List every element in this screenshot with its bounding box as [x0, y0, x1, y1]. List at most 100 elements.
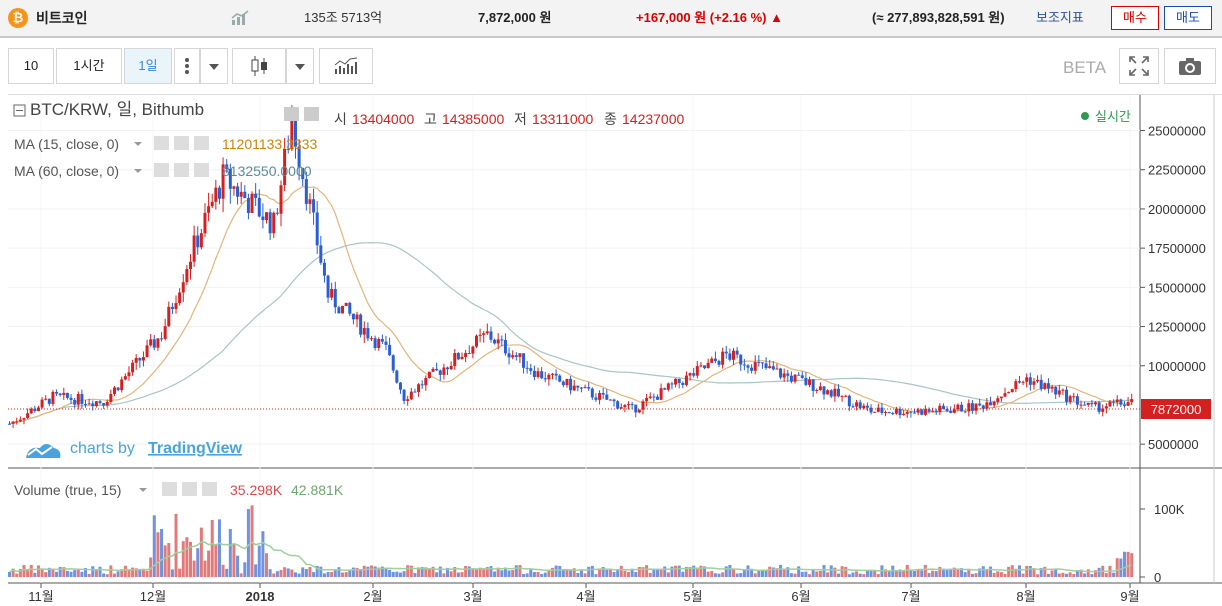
candle-body — [442, 367, 446, 375]
volume-close-icon[interactable] — [202, 482, 217, 496]
volume-settings-icon[interactable] — [182, 482, 197, 496]
candle-body — [471, 346, 475, 354]
volume-menu-icon[interactable] — [139, 488, 147, 492]
volume-bar — [1003, 574, 1007, 577]
candle-body — [760, 362, 764, 364]
aux-indicator-link[interactable]: 보조지표 — [1036, 10, 1084, 25]
eye-icon[interactable] — [284, 107, 299, 121]
price-chart[interactable]: 7872000 BTC/KRW, 일, Bithumb 시 13404000 고 14… — [8, 94, 1222, 604]
watermark-brand[interactable]: TradingView — [148, 440, 243, 457]
ma15-settings-icon[interactable] — [174, 136, 189, 150]
candle-body — [449, 365, 453, 370]
volume-bar — [913, 570, 916, 577]
volume-axis: 100K 0 — [1140, 502, 1185, 585]
volume-bar — [945, 569, 949, 577]
volume-bar — [663, 566, 667, 577]
ma15-close-icon[interactable] — [194, 136, 209, 150]
candle-body — [949, 410, 953, 413]
candle-body — [514, 355, 518, 357]
volume-bar — [261, 531, 265, 577]
volume-bar — [941, 570, 945, 577]
candle-body — [623, 405, 627, 408]
interval-1h-button[interactable]: 1시간 — [56, 48, 122, 84]
volume-eye-icon[interactable] — [162, 482, 177, 496]
volume-bar — [612, 572, 616, 577]
volume-bar — [474, 569, 478, 577]
candle-body — [221, 164, 225, 199]
volume-bar — [634, 571, 638, 577]
candle-body — [583, 387, 587, 389]
fullscreen-icon[interactable] — [1119, 48, 1159, 84]
volume-bar — [44, 572, 48, 577]
candle-body — [808, 379, 812, 385]
volume-bar — [659, 569, 663, 577]
settings-icon[interactable] — [304, 107, 319, 121]
candle-body — [268, 212, 272, 234]
candle-body — [196, 235, 200, 248]
ma60-eye-icon[interactable] — [154, 163, 169, 177]
ticker-bar: ₿ 비트코인 135조 5713억 7,872,000 원 +167,000 원… — [0, 0, 1222, 38]
chart-canvas[interactable]: 7872000 BTC/KRW, 일, Bithumb 시 13404000 고 14… — [8, 95, 1222, 604]
candle-body — [112, 387, 116, 394]
volume-bar — [500, 570, 504, 577]
indicators-icon[interactable] — [319, 48, 373, 84]
screenshot-camera-icon[interactable] — [1164, 48, 1216, 84]
volume-bar — [286, 568, 290, 577]
volume-bar — [923, 564, 927, 577]
candle-body — [283, 148, 287, 186]
collapse-legend-icon[interactable] — [13, 104, 26, 117]
candle-body — [847, 395, 851, 407]
candle-body — [1101, 408, 1105, 412]
candle-body — [688, 373, 692, 376]
volume-bar — [782, 568, 786, 577]
ma60-path — [9, 242, 1132, 425]
chart-icon[interactable] — [231, 10, 249, 26]
volume-bar — [384, 568, 388, 577]
candle-body — [750, 367, 754, 371]
ma15-eye-icon[interactable] — [154, 136, 169, 150]
price-tick-label: 25000000 — [1148, 124, 1206, 139]
candle-body — [427, 371, 431, 378]
volume-bar — [670, 566, 674, 577]
bar-count-button[interactable]: 10 — [8, 48, 54, 84]
candle-body — [185, 268, 189, 283]
candle-body — [554, 373, 558, 376]
candle-body — [905, 411, 909, 414]
candle-body — [210, 201, 214, 207]
candle-body — [543, 378, 547, 380]
volume-bar — [699, 565, 703, 577]
candle-body — [152, 339, 156, 348]
ma60-settings-icon[interactable] — [174, 163, 189, 177]
candle-body — [518, 353, 522, 357]
candle-body — [818, 386, 822, 390]
candle-body — [239, 191, 243, 197]
candle-body — [286, 148, 290, 150]
candle-body — [757, 361, 761, 363]
chart-style-dropdown-icon[interactable] — [286, 48, 314, 84]
interval-dropdown-icon[interactable] — [200, 48, 228, 84]
volume-bar — [377, 567, 381, 577]
ma60-menu-icon[interactable] — [134, 169, 142, 173]
volume-bar — [717, 573, 721, 577]
candle-body — [630, 404, 634, 406]
grid — [8, 95, 1140, 583]
volume-bar — [811, 569, 815, 577]
more-intervals-icon[interactable] — [174, 48, 200, 84]
volume-bar — [91, 566, 95, 577]
volume-bar — [627, 571, 631, 577]
volume-bar — [181, 541, 185, 577]
sell-button[interactable]: 매도 — [1164, 6, 1212, 30]
volume-bar — [1036, 574, 1040, 577]
candle-body — [703, 365, 707, 369]
candle-body — [236, 186, 240, 197]
volume-bar — [677, 565, 681, 577]
buy-button[interactable]: 매수 — [1111, 6, 1159, 30]
time-tick-label: 7월 — [901, 589, 920, 603]
ma60-close-icon[interactable] — [194, 163, 209, 177]
candle-body — [102, 403, 106, 406]
candle-body — [619, 407, 623, 409]
interval-1d-button[interactable]: 1일 — [124, 48, 172, 84]
candle-body — [645, 397, 649, 402]
candle-style-icon[interactable] — [232, 48, 286, 84]
ma15-menu-icon[interactable] — [134, 142, 142, 146]
